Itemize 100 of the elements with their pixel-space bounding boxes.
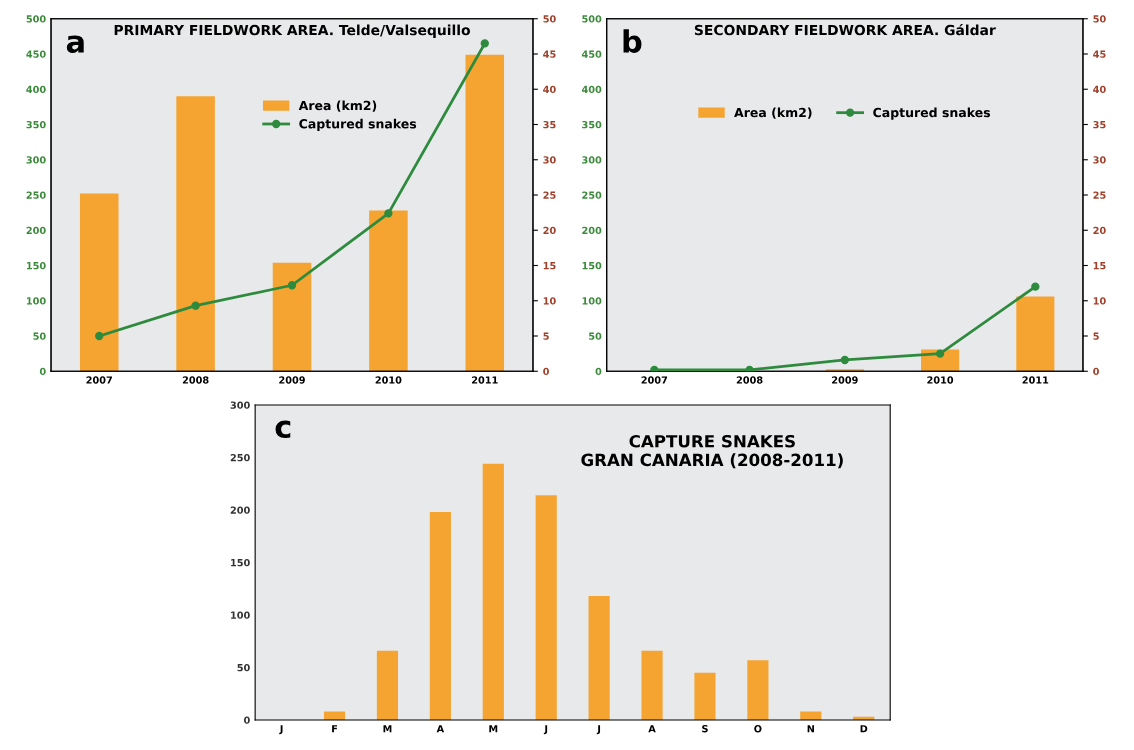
y-tick-label: 250 xyxy=(582,191,602,199)
bar xyxy=(825,369,864,372)
y-tick-label: 150 xyxy=(231,558,250,567)
bar xyxy=(369,210,408,372)
point xyxy=(650,365,659,372)
y-tick-label: 300 xyxy=(26,156,46,164)
point xyxy=(840,355,849,365)
x-tick-label: N xyxy=(807,725,814,733)
bar xyxy=(588,596,610,720)
y2-tick-label: 45 xyxy=(543,50,556,58)
y-tick-label: 0 xyxy=(39,367,46,376)
y2-tick-label: 30 xyxy=(1093,156,1106,164)
y2-tick-label: 35 xyxy=(1093,120,1106,129)
y2-tick-label: 40 xyxy=(1093,85,1106,94)
bar xyxy=(272,262,312,372)
annotation: b xyxy=(623,29,642,53)
y-tick-label: 400 xyxy=(581,85,602,94)
y2-tick-label: 45 xyxy=(1093,50,1106,58)
legend-label: Area (km2) xyxy=(734,107,812,119)
y2-tick-label: 5 xyxy=(1093,332,1099,340)
x-tick-label: 2008 xyxy=(182,376,209,384)
y2-tick-label: 35 xyxy=(543,120,556,129)
bar xyxy=(747,660,769,720)
x-tick-label: 2007 xyxy=(641,376,668,384)
x-tick-label: 2011 xyxy=(472,376,498,384)
x-tick-label: D xyxy=(860,725,868,733)
x-tick-label: 2007 xyxy=(86,376,112,384)
x-tick-label: 2009 xyxy=(832,376,858,384)
y-tick-label: 150 xyxy=(26,261,46,270)
chart-title: SECONDARY FIELDWORK AREA. Gáldar xyxy=(694,23,996,36)
y-tick-label: 350 xyxy=(26,120,46,129)
bar xyxy=(641,650,663,720)
y-tick-label: 200 xyxy=(26,226,46,235)
point xyxy=(935,349,945,358)
y-tick-label: 100 xyxy=(231,611,250,619)
bar xyxy=(482,463,504,720)
bar xyxy=(429,512,451,720)
x-tick-label: 2010 xyxy=(375,376,402,384)
y2-tick-label: 0 xyxy=(1093,367,1099,376)
x-tick-label: A xyxy=(436,725,445,733)
y-tick-label: 0 xyxy=(243,716,250,724)
x-tick-label: O xyxy=(754,725,762,733)
y2-tick-label: 15 xyxy=(543,262,556,270)
annotation: a xyxy=(66,35,84,53)
x-tick-label: 2011 xyxy=(1022,376,1049,384)
x-tick-label: F xyxy=(332,725,338,733)
y-tick-label: 500 xyxy=(26,15,46,23)
bar xyxy=(1016,296,1055,372)
x-tick-label: A xyxy=(648,725,656,733)
y-tick-label: 500 xyxy=(582,15,602,23)
point xyxy=(95,331,104,341)
y-tick-label: 300 xyxy=(230,401,250,409)
y-tick-label: 100 xyxy=(582,297,602,305)
y-tick-label: 50 xyxy=(589,332,602,340)
y-tick-label: 450 xyxy=(26,50,46,58)
y2-tick-label: 30 xyxy=(543,156,556,164)
point xyxy=(480,39,489,48)
legend-label: Area (km2) xyxy=(298,100,377,112)
y-tick-label: 350 xyxy=(582,120,602,129)
y2-tick-label: 5 xyxy=(543,332,549,340)
y-tick-label: 100 xyxy=(26,297,46,305)
y2-tick-label: 10 xyxy=(1093,297,1106,305)
chart-title: PRIMARY FIELDWORK AREA. Telde/Valsequillo xyxy=(114,24,470,38)
text: CAPTURE SNAKES GRAN CANARIA (2008-2011) xyxy=(581,434,843,469)
y-tick-label: 400 xyxy=(26,85,46,94)
y2-tick-label: 10 xyxy=(543,297,556,305)
y2-tick-label: 25 xyxy=(1093,191,1106,199)
x-tick-label: S xyxy=(702,725,708,733)
y2-tick-label: 15 xyxy=(1093,262,1106,270)
x-tick-label: M xyxy=(383,725,392,733)
legend-label: Captured snakes xyxy=(873,107,991,120)
y-tick-label: 200 xyxy=(582,226,602,235)
y-tick-label: 450 xyxy=(581,50,602,58)
point xyxy=(1031,282,1040,291)
y-tick-label: 250 xyxy=(26,191,46,199)
x-tick-label: M xyxy=(489,725,498,733)
y2-tick-label: 40 xyxy=(543,85,556,94)
y-tick-label: 250 xyxy=(230,453,250,462)
point xyxy=(287,281,297,290)
y-tick-label: 0 xyxy=(595,367,602,376)
bar xyxy=(694,672,716,720)
x-tick-label: 2010 xyxy=(927,376,954,384)
y-tick-label: 150 xyxy=(582,261,602,270)
y2-tick-label: 50 xyxy=(543,15,556,23)
y-tick-label: 200 xyxy=(230,506,250,514)
annotation: c xyxy=(275,420,291,439)
y2-tick-label: 25 xyxy=(543,191,556,199)
bar xyxy=(465,54,505,372)
y-tick-label: 50 xyxy=(237,663,250,672)
bar xyxy=(535,495,557,720)
x-tick-label: 2009 xyxy=(279,376,305,384)
y2-tick-label: 0 xyxy=(543,367,549,376)
y2-tick-label: 50 xyxy=(1093,15,1106,23)
y2-tick-label: 20 xyxy=(1093,226,1106,235)
bar xyxy=(376,650,399,720)
y-tick-label: 300 xyxy=(582,156,602,164)
x-tick-label: J xyxy=(596,725,601,735)
bar xyxy=(176,96,215,372)
point xyxy=(745,365,754,372)
x-tick-label: J xyxy=(279,725,283,735)
